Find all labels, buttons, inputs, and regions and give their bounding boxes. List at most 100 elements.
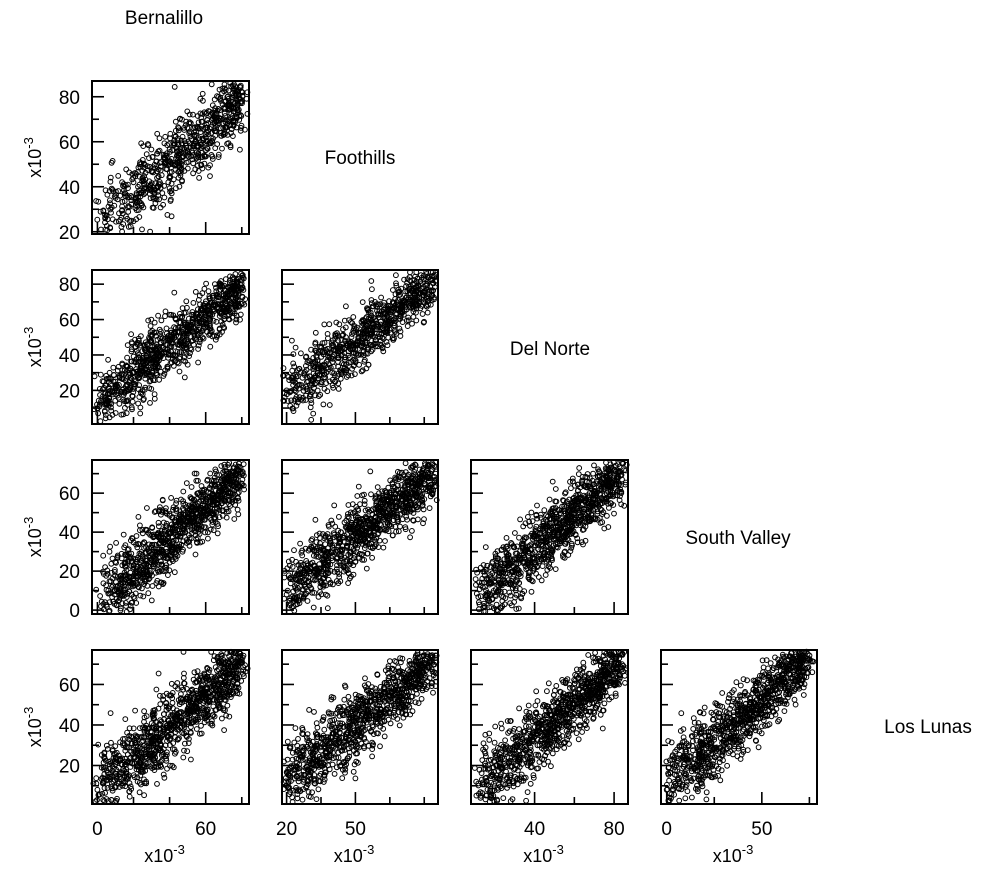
data-point xyxy=(132,173,139,180)
data-point xyxy=(244,111,251,117)
data-point xyxy=(157,368,164,375)
data-point xyxy=(367,468,374,475)
data-point xyxy=(315,594,322,600)
data-point xyxy=(150,169,157,176)
data-point xyxy=(115,363,122,370)
data-point xyxy=(112,195,119,201)
data-point xyxy=(290,351,297,358)
data-point xyxy=(136,161,143,168)
x-tick-label: 0 xyxy=(661,819,672,840)
data-point xyxy=(107,197,113,204)
data-point xyxy=(361,501,368,508)
data-point xyxy=(368,491,374,498)
data-point xyxy=(348,334,355,340)
data-point xyxy=(240,287,247,293)
x-tick-label: 20 xyxy=(276,819,297,840)
scatter-panel-bernalillo-vs-del-norte xyxy=(91,269,250,425)
data-point xyxy=(205,535,211,542)
scatter-panel-foothills-vs-del-norte xyxy=(280,269,439,425)
data-point xyxy=(212,105,219,112)
data-point xyxy=(419,311,426,317)
data-point xyxy=(336,514,342,520)
data-point xyxy=(213,114,220,121)
data-point xyxy=(179,313,186,320)
data-point xyxy=(144,505,150,511)
data-point xyxy=(107,174,114,181)
data-point xyxy=(109,216,116,223)
data-point xyxy=(195,154,202,161)
data-point xyxy=(142,169,149,176)
data-point xyxy=(168,180,175,187)
data-point xyxy=(549,478,556,485)
data-point xyxy=(213,284,219,291)
data-point xyxy=(103,213,110,219)
data-point xyxy=(476,606,482,613)
data-point xyxy=(512,530,518,536)
data-point xyxy=(97,418,104,425)
data-point xyxy=(216,86,223,93)
variable-label-los-lunas: Los Lunas xyxy=(884,717,972,738)
data-point xyxy=(168,190,175,197)
data-point xyxy=(211,125,218,132)
data-point xyxy=(190,329,197,335)
data-point xyxy=(224,94,231,100)
data-point xyxy=(297,540,304,547)
data-point xyxy=(151,319,158,326)
variable-label-del-norte: Del Norte xyxy=(510,339,590,360)
data-point xyxy=(139,530,146,537)
data-point xyxy=(162,133,169,140)
data-point xyxy=(158,350,165,357)
data-point xyxy=(197,301,203,308)
data-point xyxy=(149,583,156,589)
data-point xyxy=(138,333,144,340)
data-point xyxy=(147,338,154,345)
data-point xyxy=(123,410,130,417)
scatter-panel-del-norte-vs-south-valley xyxy=(470,459,630,615)
data-point xyxy=(97,208,104,215)
data-point xyxy=(149,154,156,161)
data-point xyxy=(154,175,160,181)
data-point xyxy=(192,289,199,295)
data-point xyxy=(122,405,128,411)
data-point xyxy=(328,517,335,524)
data-point xyxy=(130,218,137,225)
data-point xyxy=(233,105,239,111)
data-point xyxy=(136,394,143,400)
y-axis-exponent-label: x10-3 xyxy=(21,327,45,368)
data-point xyxy=(209,156,216,162)
data-point xyxy=(175,154,182,161)
data-point xyxy=(242,126,248,133)
data-point xyxy=(314,387,321,394)
data-point xyxy=(119,203,125,210)
data-point xyxy=(155,312,162,319)
data-point xyxy=(175,127,182,134)
data-point xyxy=(128,331,135,338)
data-point xyxy=(158,333,165,340)
data-point xyxy=(217,96,223,102)
data-point xyxy=(590,470,596,477)
data-point xyxy=(201,285,208,292)
data-point xyxy=(181,320,188,327)
data-point xyxy=(146,385,153,392)
data-point xyxy=(119,228,125,235)
data-point xyxy=(220,324,227,331)
point-cloud xyxy=(281,460,440,614)
data-point xyxy=(324,605,331,612)
data-point xyxy=(157,163,164,170)
data-point xyxy=(198,114,205,121)
data-point xyxy=(147,182,154,188)
data-point xyxy=(233,113,240,119)
data-point xyxy=(182,309,189,316)
data-point xyxy=(291,547,297,554)
data-point xyxy=(151,395,158,402)
data-point xyxy=(227,273,233,280)
data-point xyxy=(216,325,223,332)
data-point xyxy=(100,552,107,559)
data-point xyxy=(120,411,127,418)
data-point xyxy=(154,168,160,175)
data-point xyxy=(212,145,219,152)
data-point xyxy=(137,164,144,170)
data-point xyxy=(128,404,135,411)
data-point xyxy=(156,196,163,203)
